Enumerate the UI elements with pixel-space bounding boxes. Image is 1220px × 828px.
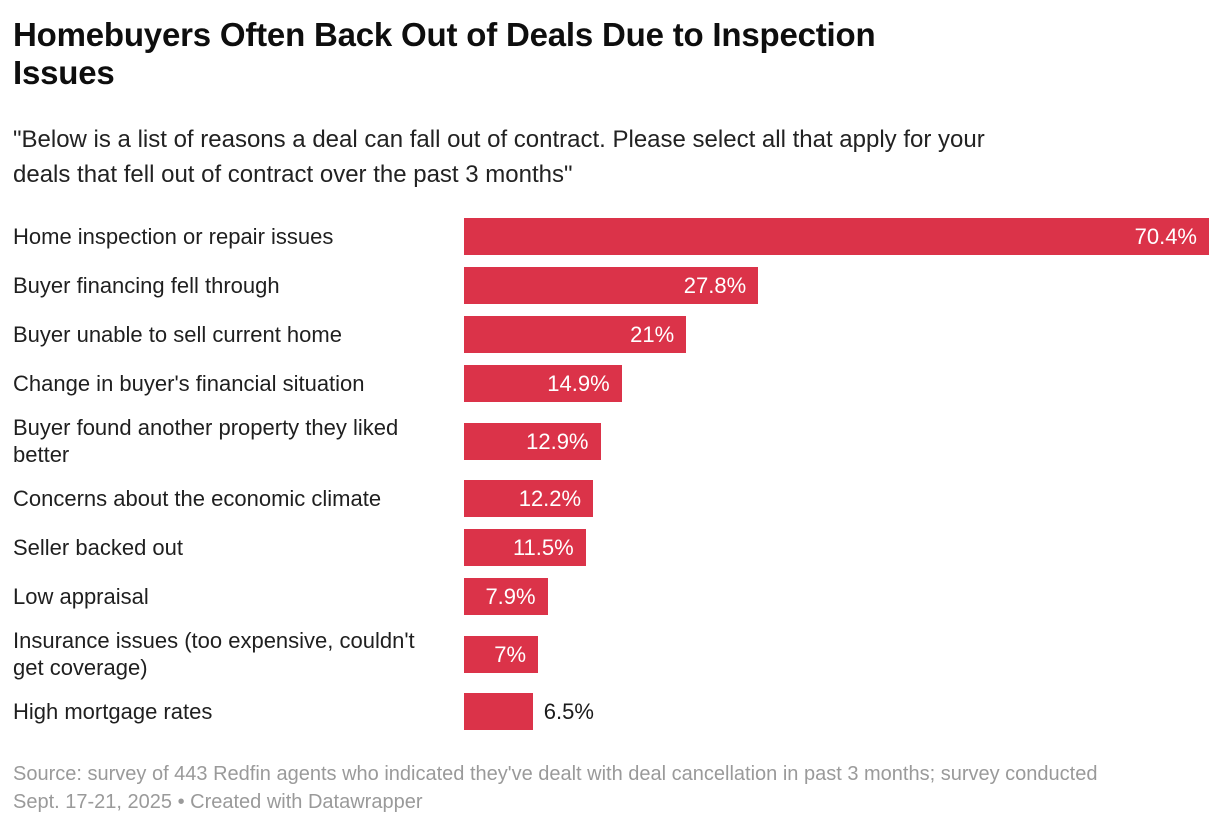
- bar: 70.4%: [464, 218, 1209, 255]
- bar-row: Insurance issues (too expensive, couldn'…: [13, 627, 1209, 681]
- category-label-line: Insurance issues (too expensive, couldn'…: [13, 628, 415, 653]
- chart-title: Homebuyers Often Back Out of Deals Due t…: [13, 16, 1209, 92]
- bar-value-label: 27.8%: [683, 273, 747, 298]
- category-label: Buyer unable to sell current home: [13, 322, 342, 347]
- category-label-line: better: [13, 442, 70, 467]
- bar-row: Home inspection or repair issues 70.4%: [13, 218, 1209, 255]
- chart-footer: Source: survey of 443 Redfin agents who …: [13, 760, 1209, 816]
- category-label: Seller backed out: [13, 535, 183, 560]
- bar-value-label: 12.9%: [526, 428, 589, 454]
- bar-row: Change in buyer's financial situation 14…: [13, 365, 1209, 402]
- category-label: High mortgage rates: [13, 699, 213, 724]
- chart-title-line-2: Issues: [13, 54, 115, 91]
- bar-track: 14.9%: [464, 365, 1209, 402]
- bar-track: 6.5%: [464, 693, 1209, 730]
- bar-row: Seller backed out 11.5%: [13, 529, 1209, 566]
- bar: [464, 693, 533, 730]
- source-note-line-2: Sept. 17-21, 2025 •: [13, 791, 191, 813]
- bar-row: Buyer financing fell through 27.8%: [13, 267, 1209, 304]
- bar-value-label: 7.9%: [485, 584, 536, 609]
- bar: 12.2%: [464, 480, 594, 517]
- bar-row: Buyer unable to sell current home 21%: [13, 316, 1209, 353]
- bar-track: 21%: [464, 316, 1209, 353]
- bar: 7.9%: [464, 578, 548, 615]
- bar-track: 7%: [464, 635, 1209, 673]
- category-label: Buyer found another property they liked b…: [13, 414, 464, 468]
- bar-track: 12.9%: [464, 422, 1209, 460]
- category-label-line: Buyer found another property they liked: [13, 415, 399, 440]
- chart-subtitle: "Below is a list of reasons a deal can f…: [13, 122, 1209, 192]
- bar-value-label-outside: 6.5%: [543, 699, 594, 724]
- bar: 27.8%: [464, 267, 759, 304]
- category-label: Buyer financing fell through: [13, 273, 280, 298]
- bar-value-label: 11.5%: [512, 535, 574, 560]
- chart-subtitle-line-1: "Below is a list of reasons a deal can f…: [13, 126, 985, 153]
- category-label: Concerns about the economic climate: [13, 486, 382, 511]
- bar-row: Low appraisal 7.9%: [13, 578, 1209, 615]
- datawrapper-attribution-link[interactable]: Created with Datawrapper: [190, 791, 423, 813]
- chart-subtitle-line-2: deals that fell out of contract over the…: [13, 161, 573, 188]
- category-label: Change in buyer's financial situation: [13, 371, 365, 396]
- bar-row: Concerns about the economic climate 12.2…: [13, 480, 1209, 517]
- chart-title-line-1: Homebuyers Often Back Out of Deals Due t…: [13, 16, 876, 53]
- bar: 14.9%: [464, 365, 622, 402]
- bar-value-label: 70.4%: [1134, 224, 1197, 249]
- bar-track: 70.4%: [464, 218, 1209, 255]
- bar: 11.5%: [464, 529, 586, 566]
- category-label-line: get coverage): [13, 655, 148, 680]
- bar-row: High mortgage rates 6.5%: [13, 693, 1209, 730]
- bar-track: 27.8%: [464, 267, 1209, 304]
- bar-value-label: 12.2%: [518, 486, 582, 511]
- bar-track: 11.5%: [464, 529, 1209, 566]
- bar: 21%: [464, 316, 687, 353]
- bar-chart: Home inspection or repair issues 70.4% B…: [13, 218, 1209, 730]
- bar-row: Buyer found another property they liked b…: [13, 414, 1209, 468]
- category-label: Insurance issues (too expensive, couldn'…: [13, 627, 464, 681]
- bar-value-label: 14.9%: [547, 371, 610, 396]
- bar-track: 12.2%: [464, 480, 1209, 517]
- category-label: Low appraisal: [13, 584, 149, 609]
- category-label: Home inspection or repair issues: [13, 224, 334, 249]
- bar-track: 7.9%: [464, 578, 1209, 615]
- source-note-line-1: Source: survey of 443 Redfin agents who …: [13, 763, 1098, 785]
- bar-value-label: 21%: [630, 322, 675, 347]
- bar-value-label: 7%: [494, 641, 527, 667]
- bar: 12.9%: [464, 422, 601, 460]
- bar: 7%: [464, 635, 539, 673]
